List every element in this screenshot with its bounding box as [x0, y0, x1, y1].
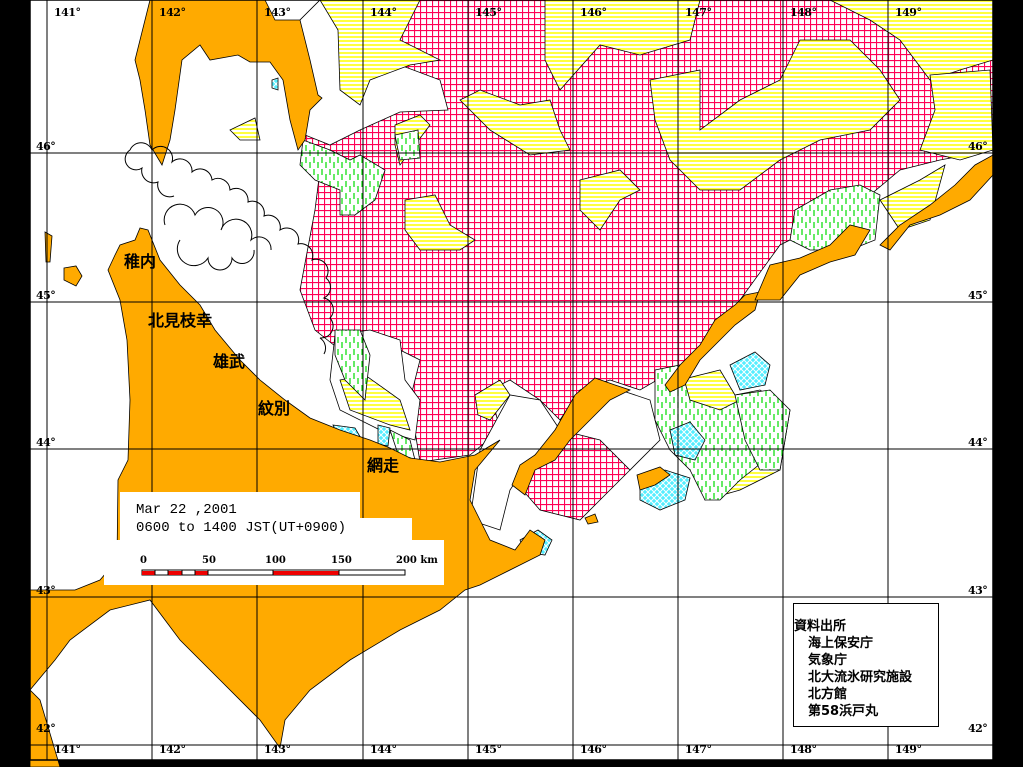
lat-label-left: 46° — [36, 140, 56, 153]
date-box — [120, 518, 412, 542]
place-kitami-esashi: 北見枝幸 — [148, 311, 213, 330]
place-monbetsu: 紋別 — [258, 399, 291, 418]
rishiri-island — [63, 265, 83, 287]
lat-label-right: 46° — [968, 140, 988, 153]
scale-label: 0 — [140, 555, 147, 566]
lon-label-bottom: 143° — [264, 743, 291, 756]
place-abashiri: 網走 — [367, 456, 400, 475]
lon-label-bottom: 142° — [159, 743, 186, 756]
lon-label-top: 143° — [264, 6, 291, 19]
scale-label: 200 km — [396, 555, 438, 566]
lon-label-top: 142° — [159, 6, 186, 19]
date-box — [120, 492, 360, 522]
place-wakkanai: 稚内 — [124, 252, 157, 271]
lon-label-bottom: 141° — [54, 743, 81, 756]
scale-label: 150 — [331, 555, 352, 566]
ice-edge-line — [124, 142, 334, 355]
lat-label-left: 44° — [36, 436, 56, 449]
lon-label-top: 148° — [790, 6, 817, 19]
scale-label: 100 — [265, 555, 286, 566]
source-item: 海上保安庁 — [808, 636, 874, 651]
habomai-islet — [584, 513, 599, 525]
urup-island — [754, 224, 871, 301]
sources-box: 資料出所 海上保安庁 気象庁 北大流氷研究施設 北方館 第58浜戸丸 — [793, 603, 939, 727]
lon-label-top: 145° — [475, 6, 502, 19]
scale-box — [104, 540, 444, 585]
place-oumu: 雄武 — [213, 352, 246, 371]
graticule — [30, 0, 993, 760]
lat-label-right: 44° — [968, 436, 988, 449]
lon-label-bottom: 149° — [895, 743, 922, 756]
time-range-text: 0600 to 1400 JST(UT+0900) — [136, 520, 347, 536]
lat-label-right: 45° — [968, 289, 988, 302]
source-item: 北方館 — [808, 687, 848, 702]
lon-label-bottom: 146° — [580, 743, 607, 756]
source-item: 第58浜戸丸 — [808, 704, 879, 719]
lon-label-top: 141° — [54, 6, 81, 19]
source-item: 北大流氷研究施設 — [808, 670, 913, 685]
lon-label-top: 146° — [580, 6, 607, 19]
lon-label-top: 147° — [685, 6, 712, 19]
lat-label-right: 43° — [968, 584, 988, 597]
shikotan-island — [636, 466, 671, 491]
sources-title: 資料出所 — [794, 619, 847, 634]
date-text: Mar 22 ,2001 — [136, 502, 237, 518]
open-water — [469, 389, 661, 531]
lon-label-top: 144° — [370, 6, 397, 19]
lon-label-top: 149° — [895, 6, 922, 19]
lon-label-bottom: 145° — [475, 743, 502, 756]
lon-label-bottom: 148° — [790, 743, 817, 756]
lat-label-left: 45° — [36, 289, 56, 302]
etorofu-island — [664, 291, 761, 393]
kunashiri-island — [511, 377, 632, 496]
lat-label-right: 42° — [968, 722, 988, 735]
source-item: 気象庁 — [808, 653, 848, 668]
lon-label-bottom: 144° — [370, 743, 397, 756]
lon-label-bottom: 147° — [685, 743, 712, 756]
lat-label-left: 43° — [36, 584, 56, 597]
scale-label: 50 — [202, 555, 216, 566]
lat-label-left: 42° — [36, 722, 56, 735]
map-frame — [29, 0, 994, 761]
